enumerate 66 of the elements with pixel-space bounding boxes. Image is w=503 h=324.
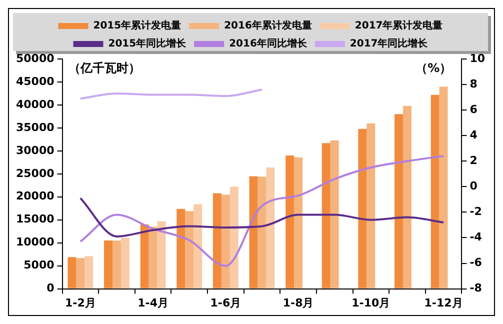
y-tick-label: 0 [46,282,55,295]
bar [176,208,186,288]
legend-label: 2015年累计发电量 [93,20,182,32]
x-tick-label: 1-8月 [282,296,314,310]
line-series [79,197,445,238]
y-tick-label: 5000 [24,258,55,272]
y-tick-label: 45000 [16,74,55,88]
bar [322,143,330,288]
y-tick-label: 35000 [16,120,55,134]
y2-tick-label: 10 [470,52,486,65]
y2-tick-label: 6 [470,102,478,116]
bar [439,86,448,288]
y2-tick-label: -8 [470,282,482,295]
y-tick-label: 40000 [16,98,55,111]
bar [185,211,194,288]
bar [140,224,149,288]
legend-label: 2016年累计发电量 [224,20,312,32]
bar [330,140,339,288]
y-axis-title: （亿千瓦时） [68,61,140,76]
y2-tick-label: 0 [470,180,478,193]
y-tick-label: 15000 [16,212,55,226]
bar [148,226,158,288]
bar [402,106,412,288]
y2-tick-label: 8 [470,77,478,90]
y2-axis-title: （%） [416,61,452,76]
line-series [79,88,263,100]
x-tick-label: 1-10月 [352,296,390,310]
y-tick-label: 50000 [16,52,55,65]
legend-label: 2016年同比增长 [229,38,308,50]
bar [112,240,121,288]
bar [212,193,222,288]
bar [294,157,303,288]
legend-label: 2017年累计发电量 [354,20,443,32]
y2-tick-label: -2 [470,205,482,218]
bar [221,194,230,288]
bar [76,258,85,288]
x-tick-label: 1-4月 [138,296,168,310]
legend-label: 2017年同比增长 [350,38,429,50]
bar [258,176,266,288]
y2-tick-label: 4 [470,128,478,142]
y2-tick-label: 2 [470,154,478,167]
bar [157,221,166,288]
y-tick-label: 20000 [16,190,55,203]
bar [430,94,440,288]
y-tick-label: 30000 [16,144,55,157]
bar [194,204,202,288]
y2-tick-label: -4 [470,230,482,244]
bar [286,156,294,288]
x-tick-label: 1-2月 [64,296,96,310]
y2-tick-label: -6 [470,256,482,270]
y-tick-label: 10000 [16,236,55,249]
bar [84,256,94,288]
bar [104,240,112,288]
bar [366,123,376,288]
x-tick-label: 1-6月 [210,296,242,310]
legend-label: 2015年同比增长 [108,38,188,50]
x-tick-label: 1-12月 [424,296,463,310]
line-series [79,155,445,267]
bar [120,238,130,288]
bar [230,186,238,288]
bar [266,167,275,288]
y-tick-label: 25000 [16,166,55,180]
bar [394,114,403,288]
bar [68,257,76,288]
bar [358,128,367,288]
bar [249,176,258,288]
